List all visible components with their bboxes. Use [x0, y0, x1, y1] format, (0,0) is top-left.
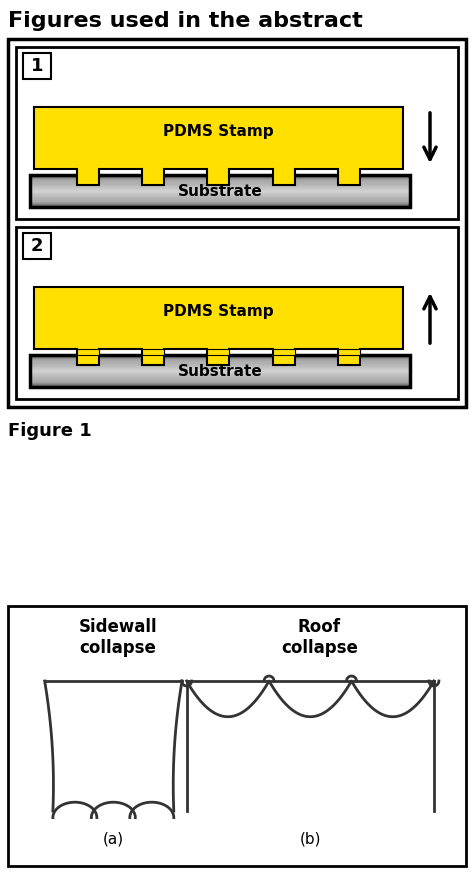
Bar — [77, 349, 99, 355]
Bar — [30, 364, 410, 366]
Text: (a): (a) — [103, 831, 124, 846]
Bar — [30, 181, 410, 182]
Bar — [30, 376, 410, 377]
Bar — [30, 381, 410, 382]
Text: (b): (b) — [300, 831, 321, 846]
Bar — [30, 359, 410, 361]
Text: Sidewall
collapse: Sidewall collapse — [79, 618, 157, 657]
Bar — [30, 374, 410, 376]
Bar — [30, 192, 410, 193]
Bar — [30, 357, 410, 358]
Bar — [30, 197, 410, 199]
Bar — [8, 39, 466, 407]
Bar — [30, 185, 410, 186]
Bar — [30, 196, 410, 197]
Bar — [338, 349, 360, 355]
Bar — [30, 202, 410, 204]
Bar — [30, 177, 410, 179]
Bar — [30, 386, 410, 387]
Bar — [23, 233, 51, 259]
Bar — [30, 191, 410, 192]
Bar — [23, 53, 51, 79]
Text: Substrate: Substrate — [178, 184, 263, 199]
Bar — [30, 384, 410, 385]
Text: 2: 2 — [31, 237, 43, 255]
Bar — [273, 349, 295, 355]
Bar — [16, 227, 458, 399]
Bar — [30, 193, 410, 194]
Bar — [30, 190, 410, 191]
Bar — [30, 195, 410, 196]
Bar — [30, 200, 410, 201]
Bar — [142, 349, 164, 355]
Bar — [30, 383, 410, 384]
Bar — [30, 356, 410, 357]
Bar — [8, 606, 466, 866]
Bar — [30, 186, 410, 187]
Bar — [30, 358, 410, 359]
Text: Roof
collapse: Roof collapse — [281, 618, 358, 657]
Bar — [30, 379, 410, 381]
Bar — [30, 378, 410, 379]
Bar — [30, 362, 410, 363]
Bar — [30, 184, 410, 185]
Bar — [30, 373, 410, 374]
Bar — [30, 385, 410, 386]
Bar — [30, 189, 410, 190]
Bar — [30, 206, 410, 207]
Text: 1: 1 — [31, 57, 43, 75]
Bar — [30, 187, 410, 189]
Bar — [30, 372, 410, 373]
Bar — [30, 361, 410, 362]
Bar — [30, 366, 410, 367]
Bar — [30, 182, 410, 184]
Text: Figure 1: Figure 1 — [8, 422, 92, 440]
Polygon shape — [34, 107, 403, 185]
Text: Substrate: Substrate — [178, 363, 263, 378]
Bar — [30, 367, 410, 368]
Bar — [30, 176, 410, 177]
Bar — [30, 363, 410, 364]
Bar — [30, 371, 410, 372]
Bar — [30, 205, 410, 206]
Bar — [208, 349, 229, 355]
Bar — [16, 47, 458, 219]
Bar — [30, 382, 410, 383]
Bar — [30, 355, 410, 387]
Bar — [30, 201, 410, 202]
Bar — [30, 370, 410, 371]
Bar — [30, 369, 410, 370]
Bar — [30, 377, 410, 378]
Bar — [30, 175, 410, 176]
Bar — [30, 199, 410, 200]
Text: PDMS Stamp: PDMS Stamp — [163, 125, 274, 140]
Bar — [30, 194, 410, 195]
Bar — [30, 180, 410, 181]
Bar — [30, 175, 410, 207]
Bar — [30, 204, 410, 205]
Bar — [30, 179, 410, 180]
Polygon shape — [34, 287, 403, 365]
Text: PDMS Stamp: PDMS Stamp — [163, 304, 274, 319]
Bar — [30, 368, 410, 369]
Bar — [30, 355, 410, 356]
Text: Figures used in the abstract: Figures used in the abstract — [8, 11, 363, 31]
